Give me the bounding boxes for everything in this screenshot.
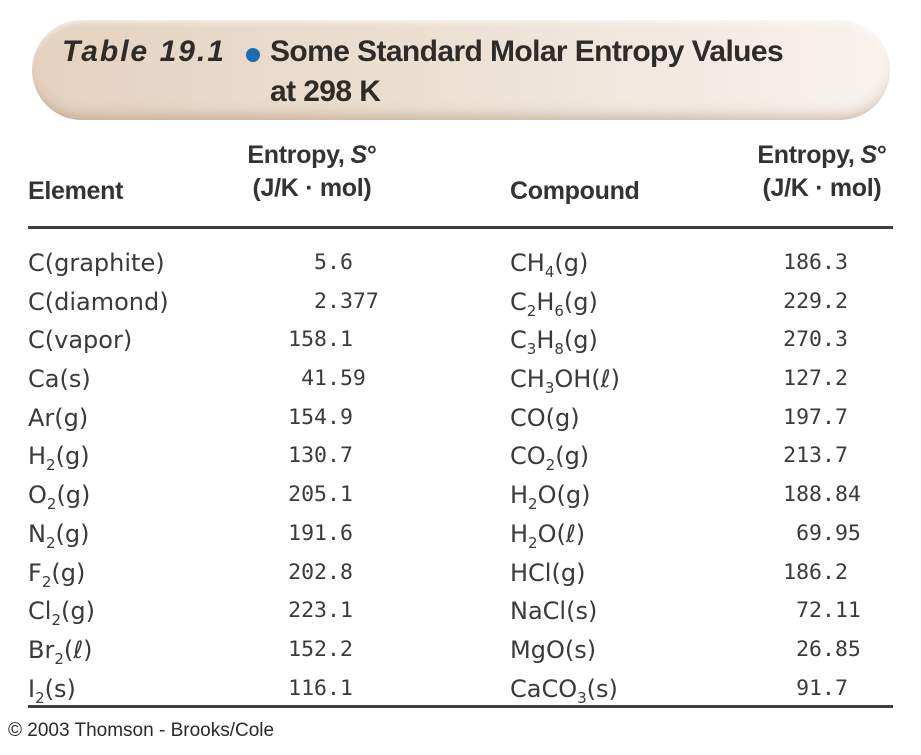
compound-formula-cell: H2O(ℓ) [510,519,586,552]
compound-entropy-cell: 270.3 [783,327,848,353]
element-formula-cell: Cl2(g) [28,597,95,630]
compound-formula-cell: MgO(s) [510,635,597,664]
column-header-compound: Compound [510,177,640,205]
compound-formula-cell: H2O(g) [510,481,591,514]
column-header-entropy-elements: Entropy, S° (J/K · mol) [212,139,412,205]
table-number-label: Table 19.1 [62,35,226,68]
element-entropy-cell: 205.1 [288,482,353,508]
compound-entropy-cell: 197.7 [783,404,848,430]
entropy-header-units: (J/K · mol) [762,174,882,202]
element-entropy-cell: 2.377 [314,288,379,314]
compound-entropy-cell: 229.2 [783,288,848,314]
table-body: C(graphite) 5.6 CH4(g) 186.3 C(diamond) 2.377… [0,244,921,708]
element-entropy-cell: 191.6 [288,520,353,546]
compound-entropy-cell: 186.2 [783,559,848,585]
element-entropy-cell: 130.7 [288,443,353,469]
copyright-notice: © 2003 Thomson - Brooks/Cole [8,720,275,741]
table-row: N2(g) 191.6 H2O(ℓ) 69.95 [0,515,921,554]
table-row: Ca(s) 41.59 CH3OH(ℓ) 127.2 [0,360,921,399]
element-formula-cell: Br2(ℓ) [28,635,93,668]
compound-formula-cell: CO2(g) [510,442,590,475]
element-entropy-cell: 154.9 [288,404,353,430]
compound-entropy-cell: 91.7 [796,675,848,701]
bullet-icon [246,48,260,62]
compound-formula-cell: CH4(g) [510,249,589,281]
element-formula-cell: C(diamond) [28,287,169,316]
element-formula-cell: I2(s) [28,674,76,707]
table-row: C(vapor) 158.1 C3H8(g) 270.3 [0,321,921,360]
table-title-line1: Some Standard Molar Entropy Values [270,35,784,68]
table-row: Br2(ℓ) 152.2 MgO(s) 26.85 [0,631,921,670]
compound-formula-cell: CaCO3(s) [510,674,618,707]
entropy-header-line1: Entropy, S° [247,141,377,169]
element-formula-cell: C(graphite) [28,249,165,277]
element-entropy-cell: 5.6 [314,250,353,275]
compound-formula-cell: C2H6(g) [510,287,598,320]
compound-entropy-cell: 188.84 [783,482,861,508]
element-formula-cell: N2(g) [28,519,90,552]
table-row: C(graphite) 5.6 CH4(g) 186.3 [0,244,921,283]
column-header-entropy-compounds: Entropy, S° (J/K · mol) [722,139,921,205]
title-banner: Table 19.1 Some Standard Molar Entropy V… [32,20,890,120]
element-entropy-cell: 158.1 [288,327,353,353]
element-formula-cell: H2(g) [28,442,90,475]
bottom-divider [28,705,893,708]
table-row: C(diamond) 2.377 C2H6(g) 229.2 [0,283,921,322]
element-formula-cell: C(vapor) [28,326,133,355]
table-row: Cl2(g) 223.1 NaCl(s) 72.11 [0,592,921,631]
table-row: Ar(g) 154.9 CO(g) 197.7 [0,399,921,438]
table-row: H2(g) 130.7 CO2(g) 213.7 [0,437,921,476]
element-entropy-cell: 116.1 [288,675,353,701]
element-entropy-cell: 152.2 [288,636,353,662]
compound-formula-cell: NaCl(s) [510,597,598,626]
compound-formula-cell: C3H8(g) [510,326,598,359]
compound-entropy-cell: 186.3 [783,250,848,275]
element-entropy-cell: 202.8 [288,559,353,585]
entropy-header-line1: Entropy, S° [757,141,887,169]
compound-entropy-cell: 26.85 [796,636,861,662]
table-row: F2(g) 202.8 HCl(g) 186.2 [0,554,921,593]
element-formula-cell: O2(g) [28,481,91,514]
element-formula-cell: Ca(s) [28,365,91,394]
compound-entropy-cell: 72.11 [796,598,861,624]
compound-formula-cell: CO(g) [510,403,580,432]
table-title-line2: at 298 K [270,75,381,108]
table-row: O2(g) 205.1 H2O(g) 188.84 [0,476,921,515]
compound-entropy-cell: 69.95 [796,520,861,546]
element-entropy-cell: 41.59 [301,366,366,392]
compound-entropy-cell: 127.2 [783,366,848,392]
table-row: I2(s) 116.1 CaCO3(s) 91.7 [0,670,921,709]
element-entropy-cell: 223.1 [288,598,353,624]
compound-formula-cell: CH3OH(ℓ) [510,365,620,398]
compound-entropy-cell: 213.7 [783,443,848,469]
element-formula-cell: F2(g) [28,558,86,591]
element-formula-cell: Ar(g) [28,403,89,432]
header-divider [28,226,893,229]
entropy-header-units: (J/K · mol) [252,174,372,202]
table-title: Some Standard Molar Entropy Values at 29… [270,32,784,112]
compound-formula-cell: HCl(g) [510,558,586,587]
column-header-element: Element [28,177,124,205]
